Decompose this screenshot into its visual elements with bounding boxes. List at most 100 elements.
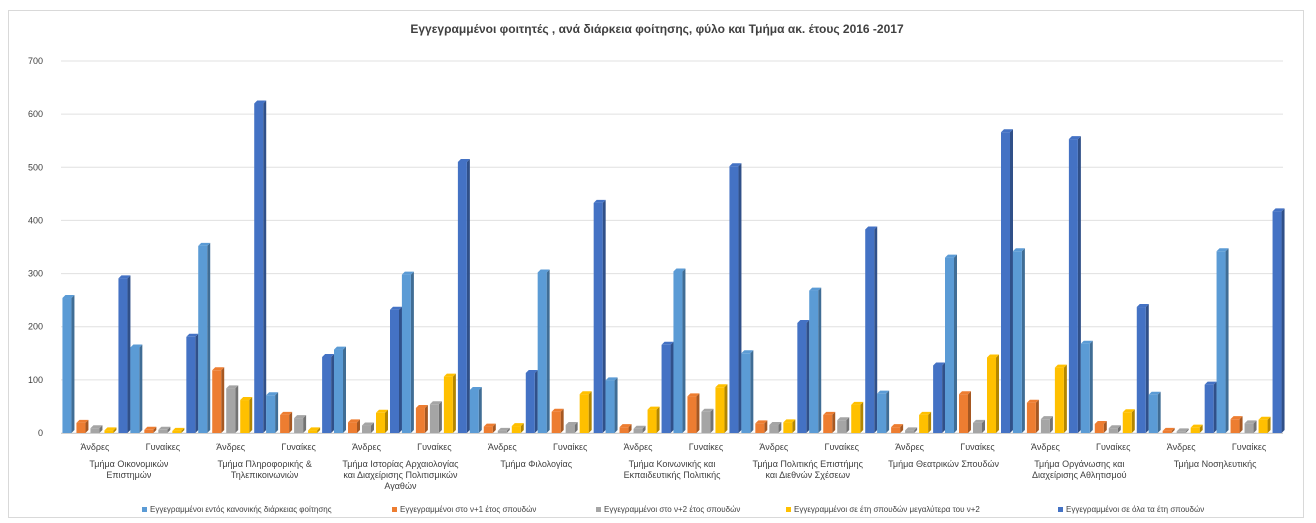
legend-item: Εγγεγραμμένοι στο ν+1 έτος σπουδών	[392, 505, 536, 514]
bar	[593, 199, 606, 433]
bar	[1001, 129, 1013, 433]
legend-item: Εγγεγραμμένοι σε όλα τα έτη σπουδών	[1058, 505, 1204, 514]
sub-category-label: Γυναίκες	[960, 442, 995, 452]
bar	[104, 427, 117, 433]
bar	[919, 411, 932, 433]
legend-label: Εγγεγραμμένοι σε όλα τα έτη σπουδών	[1066, 505, 1204, 514]
sub-category-label: Άνδρες	[624, 442, 653, 452]
bar	[457, 158, 470, 433]
sub-category-label: Άνδρες	[1167, 442, 1196, 452]
bar	[551, 408, 564, 433]
group-category-label: Εκπαιδευτικής Πολιτικής	[624, 470, 722, 480]
group-category-label: και Διαχείρισης Πολιτισμικών	[343, 470, 458, 480]
sub-category-label: Γυναίκες	[689, 442, 724, 452]
bar	[1068, 136, 1081, 433]
bar	[715, 384, 728, 433]
bar	[605, 377, 618, 433]
sub-category-label: Γυναίκες	[553, 442, 588, 452]
bar	[783, 419, 796, 433]
bar	[186, 333, 199, 433]
y-tick-label: 300	[28, 269, 43, 279]
bar	[851, 401, 864, 433]
bar	[443, 373, 456, 433]
group-category-label: Τμήμα Κοινωνικής και	[629, 459, 716, 469]
bar	[755, 420, 768, 433]
legend-item: Εγγεγραμμένοι σε έτη σπουδών μεγαλύτερα …	[786, 505, 980, 514]
bar	[741, 350, 754, 433]
bar	[565, 422, 578, 433]
bar	[1122, 409, 1135, 433]
bar	[1244, 420, 1257, 433]
bar	[90, 425, 103, 433]
bar	[619, 424, 632, 433]
bar	[877, 390, 890, 433]
bar	[837, 417, 850, 433]
y-tick-label: 200	[28, 322, 43, 332]
bar	[429, 401, 442, 433]
bar	[376, 409, 388, 433]
axes: 0 100 200 300 400 500 600 700	[28, 56, 1283, 438]
bar	[973, 419, 985, 433]
group-category-label: Τμήμα Νοσηλευτικής	[1174, 459, 1257, 469]
bar	[511, 423, 524, 433]
chart: Εγγεγραμμένοι φοιτητές , ανά διάρκεια φο…	[28, 22, 1285, 514]
bar	[390, 306, 402, 433]
legend-label: Εγγεγραμμένοι εντός κανονικής διάρκειας …	[150, 505, 332, 514]
bar	[687, 393, 700, 433]
group-category-label: Τηλεπικοινωνιών	[231, 470, 299, 480]
sub-category-label: Γυναίκες	[1232, 442, 1267, 452]
bar	[118, 275, 131, 433]
y-tick-label: 600	[28, 109, 43, 119]
sub-category-label: Γυναίκες	[1096, 442, 1131, 452]
bar	[308, 427, 321, 433]
bar	[579, 391, 592, 433]
bar	[537, 269, 550, 433]
legend-label: Εγγεγραμμένοι στο ν+1 έτος σπουδών	[400, 505, 536, 514]
bar	[933, 362, 946, 433]
bar	[483, 423, 496, 433]
bar	[1012, 248, 1025, 433]
bar	[240, 397, 253, 433]
bar	[1054, 364, 1067, 433]
bar	[144, 426, 157, 433]
legend-swatch	[142, 507, 147, 512]
bar	[1216, 248, 1229, 433]
bar	[809, 287, 822, 433]
bar	[1148, 391, 1161, 433]
legend-swatch	[1058, 507, 1063, 512]
group-category-label: και Διεθνών Σχέσεων	[766, 470, 851, 480]
bar	[62, 295, 75, 433]
sub-category-label: Γυναίκες	[417, 442, 452, 452]
bar	[1080, 340, 1093, 433]
group-category-label: Τμήμα Οικονομικών	[89, 459, 168, 469]
bar	[905, 427, 918, 433]
group-category-label: Τμήμα Οργάνωσης και	[1034, 459, 1124, 469]
bar	[362, 422, 374, 433]
bar	[823, 411, 836, 433]
bar	[1040, 416, 1053, 433]
bar	[673, 268, 686, 433]
bar	[1176, 428, 1189, 433]
bar	[1230, 416, 1243, 433]
bar	[797, 319, 810, 433]
sub-category-label: Γυναίκες	[146, 442, 181, 452]
bar	[294, 415, 307, 433]
y-tick-label: 0	[38, 428, 43, 438]
bars	[62, 100, 1285, 434]
bar	[254, 100, 267, 433]
bar	[198, 242, 211, 433]
group-category-label: Τμήμα Ιστορίας Αρχαιολογίας	[342, 459, 459, 469]
bar	[701, 408, 714, 433]
bar	[661, 341, 674, 433]
legend-label: Εγγεγραμμένοι σε έτη σπουδών μεγαλύτερα …	[794, 505, 980, 514]
sub-category-label: Γυναίκες	[825, 442, 860, 452]
y-tick-label: 500	[28, 162, 43, 172]
bar	[172, 427, 185, 433]
sub-category-label: Άνδρες	[488, 442, 517, 452]
bar	[415, 405, 428, 433]
sub-category-label: Άνδρες	[81, 442, 110, 452]
chart-title: Εγγεγραμμένοι φοιτητές , ανά διάρκεια φο…	[410, 22, 904, 36]
group-category-label: Διαχείρισης Αθλητισμού	[1032, 470, 1127, 480]
bar	[945, 254, 957, 433]
bar	[1108, 425, 1121, 433]
